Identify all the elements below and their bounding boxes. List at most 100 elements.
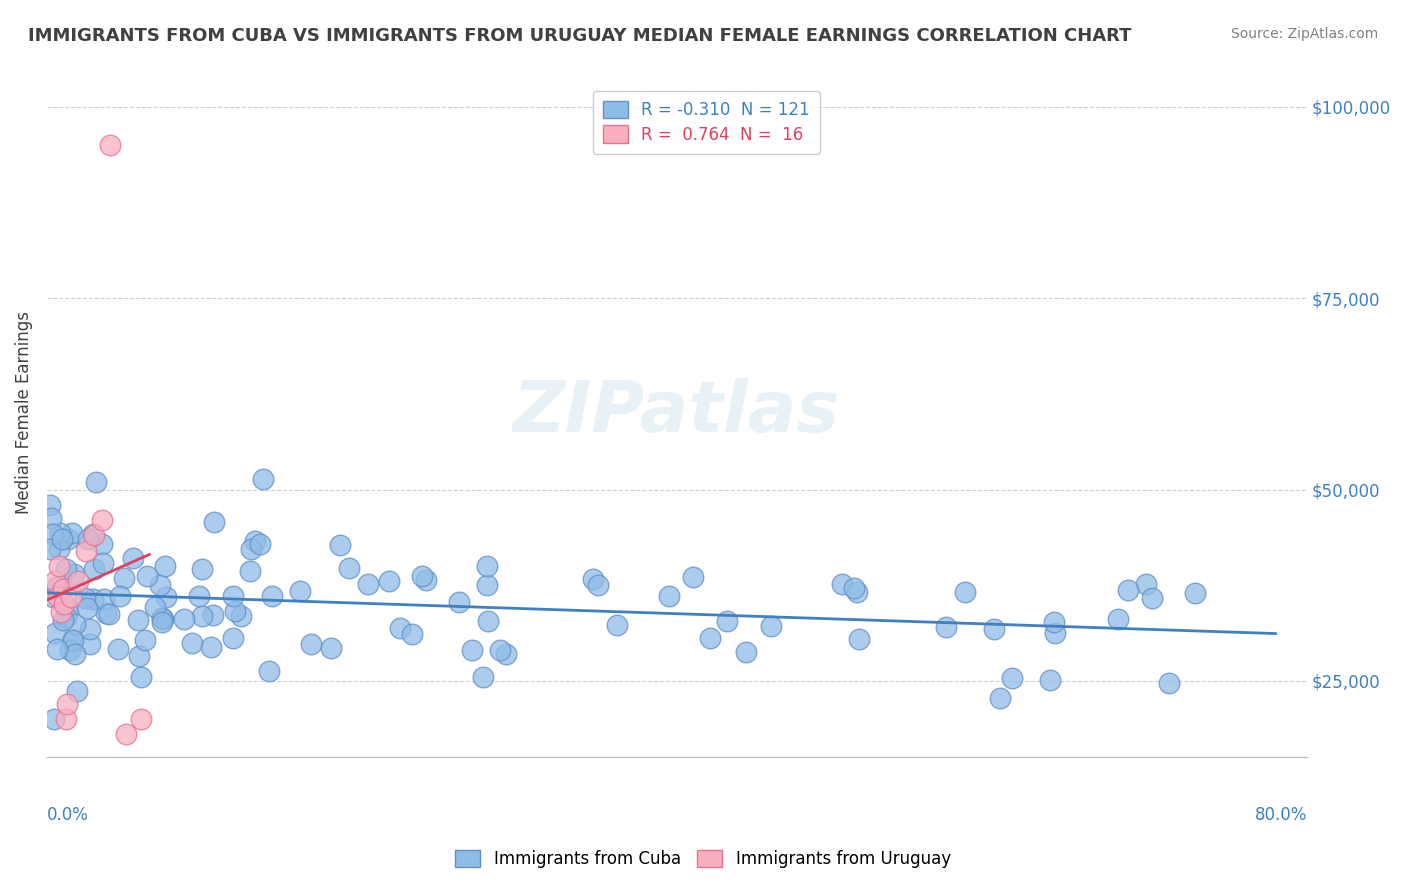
Point xyxy=(62,526,84,541)
Point xyxy=(586,578,609,592)
Point xyxy=(222,632,245,646)
Point xyxy=(122,550,145,565)
Point xyxy=(108,589,131,603)
Point xyxy=(1043,615,1066,629)
Point xyxy=(495,648,517,662)
Point xyxy=(83,562,105,576)
Point xyxy=(49,526,72,541)
Point xyxy=(52,613,75,627)
Point xyxy=(131,712,153,726)
Point xyxy=(181,636,204,650)
Point xyxy=(79,637,101,651)
Point xyxy=(56,697,79,711)
Point xyxy=(252,473,274,487)
Point xyxy=(143,599,166,614)
Point xyxy=(51,532,73,546)
Point xyxy=(460,643,482,657)
Point xyxy=(477,615,499,629)
Point xyxy=(45,642,67,657)
Point xyxy=(129,670,152,684)
Point xyxy=(377,574,399,588)
Point xyxy=(153,559,176,574)
Point xyxy=(44,574,66,589)
Point xyxy=(39,541,62,556)
Point xyxy=(329,538,352,552)
Point xyxy=(699,631,721,645)
Point xyxy=(97,607,120,621)
Point xyxy=(240,541,263,556)
Point xyxy=(953,585,976,599)
Point xyxy=(200,640,222,654)
Point xyxy=(83,528,105,542)
Point xyxy=(846,585,869,599)
Y-axis label: Median Female Earnings: Median Female Earnings xyxy=(15,311,32,515)
Point xyxy=(150,610,173,624)
Point xyxy=(257,665,280,679)
Point xyxy=(1184,585,1206,599)
Point xyxy=(44,712,66,726)
Point xyxy=(107,641,129,656)
Point xyxy=(447,595,470,609)
Point xyxy=(134,633,156,648)
Point xyxy=(249,537,271,551)
Point xyxy=(983,622,1005,636)
Point xyxy=(63,617,86,632)
Point xyxy=(290,583,312,598)
Legend: R = -0.310  N = 121, R =  0.764  N =  16: R = -0.310 N = 121, R = 0.764 N = 16 xyxy=(593,91,820,153)
Point xyxy=(1001,672,1024,686)
Point xyxy=(472,669,495,683)
Point xyxy=(42,591,65,605)
Point xyxy=(91,557,114,571)
Point xyxy=(58,604,80,618)
Point xyxy=(55,562,77,576)
Point xyxy=(55,610,77,624)
Point xyxy=(77,532,100,546)
Point xyxy=(59,643,82,657)
Legend: Immigrants from Cuba, Immigrants from Uruguay: Immigrants from Cuba, Immigrants from Ur… xyxy=(449,843,957,875)
Point xyxy=(59,590,82,604)
Point xyxy=(411,568,433,582)
Point xyxy=(357,576,380,591)
Point xyxy=(82,592,104,607)
Point xyxy=(39,511,62,525)
Point xyxy=(201,607,224,622)
Point xyxy=(49,605,72,619)
Point xyxy=(1140,591,1163,605)
Point xyxy=(128,649,150,664)
Point xyxy=(135,569,157,583)
Point xyxy=(582,572,605,586)
Point xyxy=(488,642,510,657)
Point xyxy=(222,589,245,603)
Point xyxy=(935,620,957,634)
Point xyxy=(243,534,266,549)
Point xyxy=(41,527,63,541)
Point xyxy=(202,515,225,529)
Point xyxy=(93,591,115,606)
Point xyxy=(229,609,252,624)
Point xyxy=(1107,612,1129,626)
Point xyxy=(319,641,342,656)
Point xyxy=(658,589,681,603)
Point xyxy=(1043,626,1066,640)
Point xyxy=(86,475,108,489)
Point xyxy=(79,622,101,636)
Point xyxy=(224,604,246,618)
Point xyxy=(173,612,195,626)
Point xyxy=(63,566,86,581)
Point xyxy=(60,634,83,648)
Point xyxy=(475,558,498,573)
Point xyxy=(190,562,212,576)
Point xyxy=(682,570,704,584)
Point xyxy=(337,561,360,575)
Point xyxy=(1135,577,1157,591)
Point xyxy=(52,582,75,596)
Point xyxy=(1039,673,1062,687)
Point xyxy=(401,627,423,641)
Point xyxy=(415,574,437,588)
Point xyxy=(48,559,70,574)
Point xyxy=(91,513,114,527)
Point xyxy=(150,615,173,629)
Point xyxy=(44,625,66,640)
Point xyxy=(716,614,738,628)
Point xyxy=(299,637,322,651)
